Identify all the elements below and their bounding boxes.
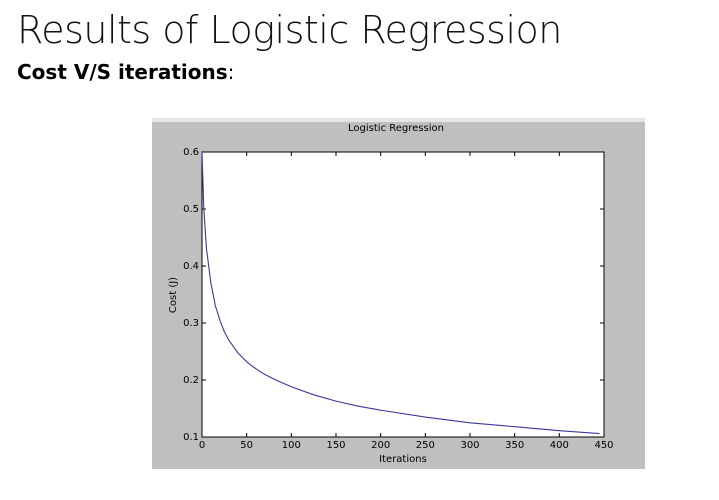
x-axis-ticks: 0 50 100 150 200 250 300 350 400 450: [199, 152, 614, 451]
x-tick-label: 450: [594, 440, 613, 451]
chart-title: Logistic Regression: [348, 123, 444, 134]
y-axis-ticks: 0.1 0.2 0.3 0.4 0.5 0.6: [183, 147, 604, 443]
x-tick-label: 250: [416, 440, 435, 451]
x-tick-label: 50: [240, 440, 253, 451]
subtitle-suffix: :: [227, 60, 235, 84]
plot-area: [201, 151, 605, 438]
x-tick-label: 0: [199, 440, 205, 451]
x-tick-label: 400: [550, 440, 569, 451]
x-tick-label: 100: [282, 440, 301, 451]
series-line-cost: [201, 151, 600, 435]
chart-figure: Logistic Regression 0 50 100 150 200 250 300 35…: [152, 118, 645, 469]
slide-title: Results of Logistic Regression: [17, 8, 562, 52]
y-tick-label: 0.1: [183, 432, 199, 443]
subtitle-bold-text: Cost V/S iterations: [17, 60, 228, 84]
y-tick-label: 0.6: [183, 147, 199, 158]
y-tick-label: 0.4: [183, 261, 199, 272]
chart-top-strip: [152, 118, 645, 122]
x-tick-label: 300: [460, 440, 479, 451]
y-tick-label: 0.5: [183, 204, 199, 215]
x-tick-label: 150: [326, 440, 345, 451]
x-tick-label: 350: [505, 440, 524, 451]
x-axis-label: Iterations: [379, 454, 427, 465]
y-tick-label: 0.3: [183, 318, 199, 329]
x-tick-label: 200: [371, 440, 390, 451]
chart-svg: Logistic Regression 0 50 100 150 200 250 300 35…: [152, 118, 645, 465]
y-axis-label: Cost (J): [168, 277, 179, 313]
y-tick-label: 0.2: [183, 375, 199, 386]
slide-subtitle: Cost V/S iterations:: [17, 60, 234, 84]
